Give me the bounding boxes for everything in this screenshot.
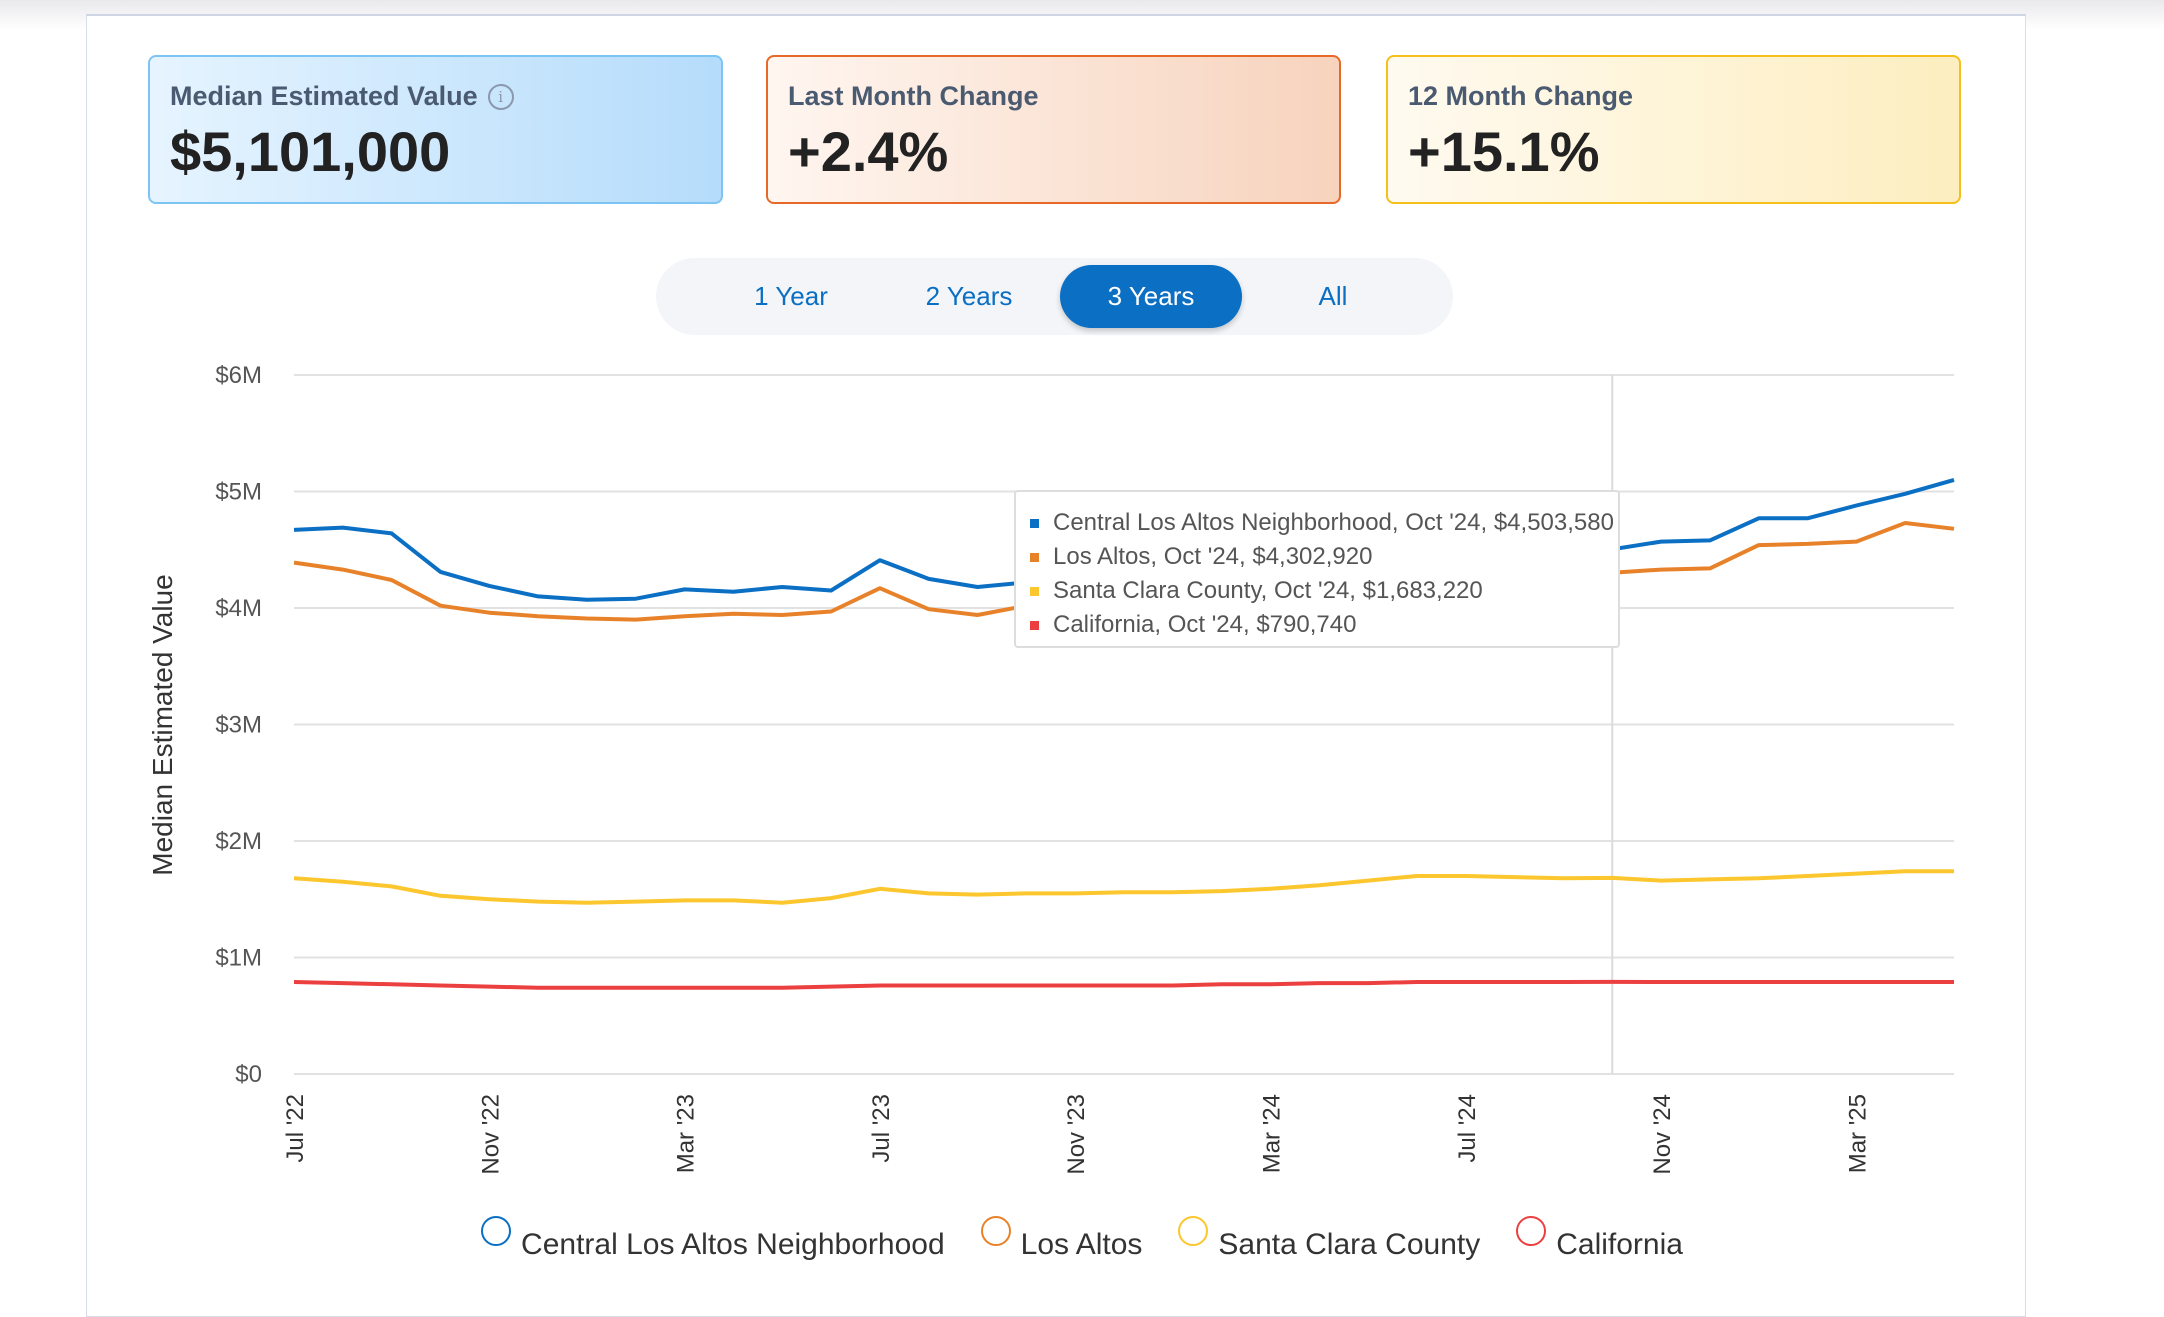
x-tick-label: Mar '25 — [1844, 1094, 1871, 1173]
legend-label: California — [1556, 1228, 1683, 1261]
median-value-card: Median Estimated Value i $5,101,000 — [148, 55, 723, 204]
card-value: $5,101,000 — [170, 120, 451, 183]
circle-icon — [1516, 1216, 1547, 1246]
tooltip-text: Santa Clara County, Oct '24, $1,683,220 — [1053, 577, 1483, 604]
x-tick-label: Jul '24 — [1454, 1094, 1481, 1163]
legend-label: Central Los Altos Neighborhood — [521, 1228, 945, 1261]
y-tick-label: $0 — [235, 1061, 262, 1088]
chart-legend: Central Los Altos Neighborhood Los Altos… — [0, 1216, 2164, 1262]
x-tick-label: Mar '24 — [1258, 1094, 1285, 1173]
card-label: Last Month Change — [788, 81, 1039, 111]
y-tick-label: $6M — [215, 362, 262, 389]
circle-icon — [980, 1216, 1011, 1246]
card-label: Median Estimated Value — [170, 81, 478, 111]
range-all-button[interactable]: All — [1242, 265, 1424, 328]
y-tick-label: $1M — [215, 945, 262, 972]
circle-icon — [1178, 1216, 1209, 1246]
range-1-year-button[interactable]: 1 Year — [700, 265, 882, 328]
series-swatch-icon — [1030, 586, 1039, 596]
tooltip-text: California, Oct '24, $790,740 — [1053, 611, 1357, 638]
x-tick-label: Nov '24 — [1649, 1094, 1676, 1175]
x-tick-label: Jul '23 — [868, 1094, 895, 1163]
tooltip-row: California, Oct '24, $790,740 — [1030, 608, 1618, 642]
time-range-toggle: 1 Year 2 Years 3 Years All — [656, 258, 1453, 335]
card-label: 12 Month Change — [1408, 81, 1634, 111]
legend-label: Los Altos — [1020, 1228, 1143, 1261]
chart-tooltip: Central Los Altos Neighborhood, Oct '24,… — [1014, 490, 1620, 648]
x-tick-label: Nov '23 — [1063, 1094, 1090, 1175]
twelve-month-change-card: 12 Month Change +15.1% — [1386, 55, 1961, 204]
info-icon[interactable]: i — [487, 83, 514, 110]
card-value: +2.4% — [788, 120, 949, 183]
chart-panel — [86, 14, 2026, 1317]
y-axis-title: Median Estimated Value — [147, 574, 178, 876]
legend-label: Santa Clara County — [1218, 1228, 1481, 1261]
y-tick-label: $4M — [215, 595, 262, 622]
last-month-change-card: Last Month Change +2.4% — [766, 55, 1341, 204]
series-line-santa-clara-county — [293, 869, 1954, 905]
x-tick-label: Mar '23 — [673, 1094, 700, 1173]
tooltip-row: Santa Clara County, Oct '24, $1,683,220 — [1030, 574, 1618, 608]
range-2-years-button[interactable]: 2 Years — [878, 265, 1060, 328]
y-tick-label: $5M — [215, 479, 262, 506]
series-line-california — [293, 979, 1954, 990]
legend-item-santa-clara-county[interactable]: Santa Clara County — [1178, 1216, 1480, 1262]
series-swatch-icon — [1030, 518, 1039, 528]
tooltip-row: Los Altos, Oct '24, $4,302,920 — [1030, 540, 1618, 574]
circle-icon — [481, 1216, 512, 1246]
tooltip-text: Los Altos, Oct '24, $4,302,920 — [1053, 543, 1373, 570]
legend-item-california[interactable]: California — [1516, 1216, 1683, 1262]
tooltip-text: Central Los Altos Neighborhood, Oct '24,… — [1053, 509, 1614, 536]
tooltip-row: Central Los Altos Neighborhood, Oct '24,… — [1030, 506, 1618, 540]
y-tick-label: $2M — [215, 828, 262, 855]
y-tick-label: $3M — [215, 712, 262, 739]
series-swatch-icon — [1030, 552, 1039, 562]
x-tick-label: Nov '22 — [477, 1094, 504, 1175]
legend-item-central-los-altos[interactable]: Central Los Altos Neighborhood — [481, 1216, 945, 1262]
series-swatch-icon — [1030, 620, 1039, 630]
card-value: +15.1% — [1408, 120, 1600, 183]
legend-item-los-altos[interactable]: Los Altos — [980, 1216, 1143, 1262]
x-tick-label: Jul '22 — [282, 1094, 309, 1163]
range-3-years-button[interactable]: 3 Years — [1060, 265, 1242, 328]
